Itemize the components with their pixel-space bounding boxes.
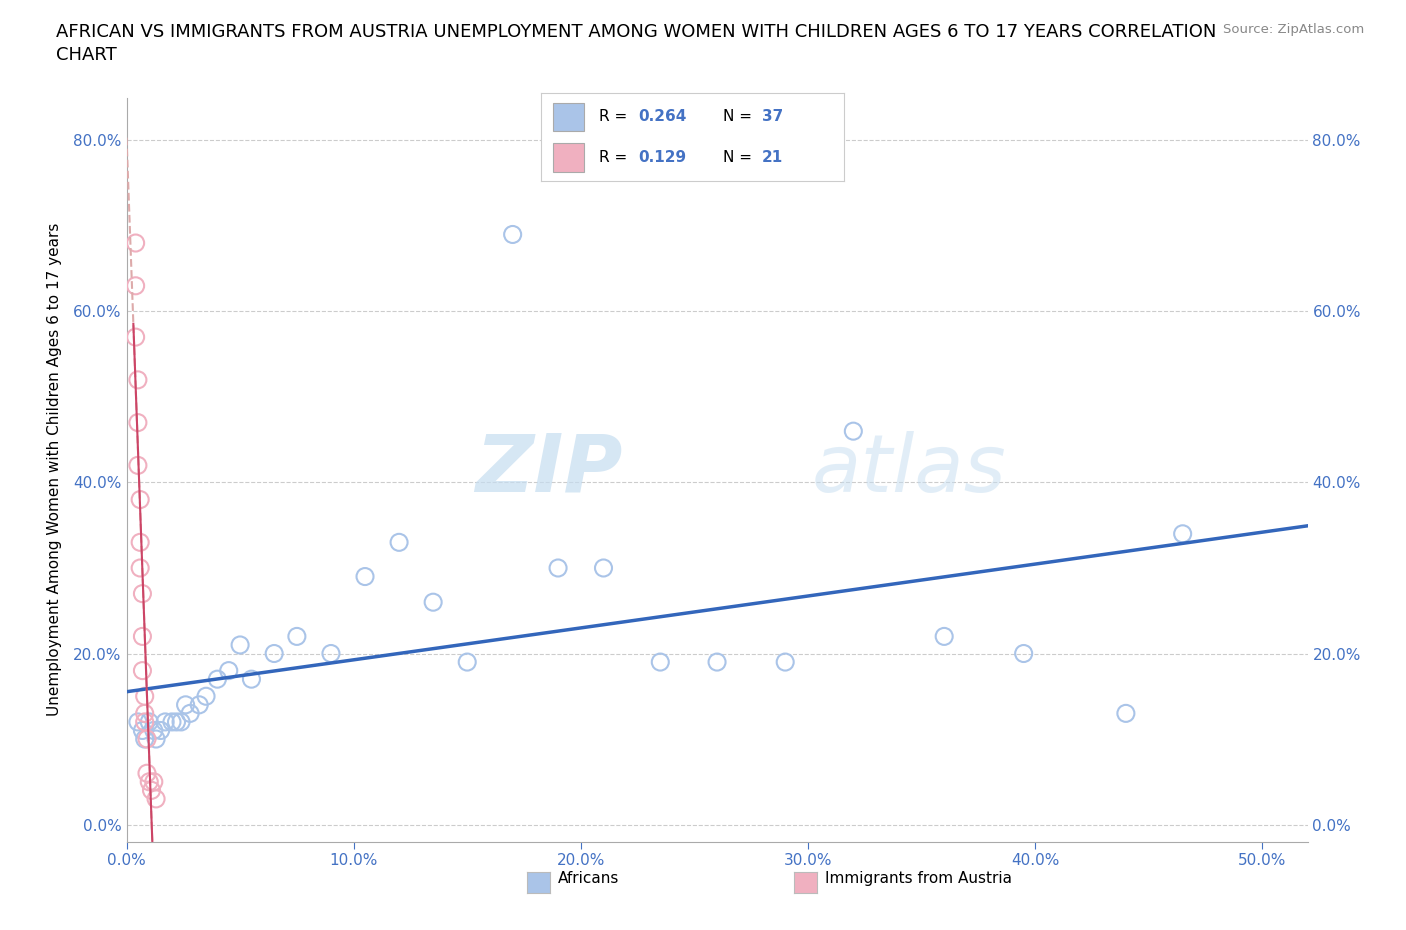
Point bbox=[179, 706, 201, 721]
Point bbox=[207, 671, 229, 686]
Point bbox=[388, 535, 411, 550]
Point bbox=[706, 655, 728, 670]
Point bbox=[131, 629, 153, 644]
Point bbox=[934, 629, 956, 644]
Point bbox=[131, 663, 153, 678]
Point bbox=[124, 235, 146, 250]
Text: R =: R = bbox=[599, 110, 631, 125]
Point bbox=[138, 714, 160, 729]
Point bbox=[145, 791, 167, 806]
Point bbox=[134, 706, 156, 721]
Point bbox=[127, 415, 149, 430]
Point bbox=[129, 492, 152, 507]
Point bbox=[319, 646, 342, 661]
Point bbox=[142, 775, 165, 790]
Text: atlas: atlas bbox=[811, 431, 1007, 509]
Point bbox=[354, 569, 377, 584]
Text: 37: 37 bbox=[762, 110, 783, 125]
Point bbox=[160, 714, 183, 729]
Point bbox=[138, 775, 160, 790]
Text: Immigrants from Austria: Immigrants from Austria bbox=[825, 870, 1012, 885]
Point bbox=[592, 561, 614, 576]
Point bbox=[547, 561, 569, 576]
Text: 0.129: 0.129 bbox=[638, 150, 686, 165]
Point bbox=[134, 732, 156, 747]
Point bbox=[456, 655, 478, 670]
Point bbox=[127, 372, 149, 387]
Point bbox=[129, 535, 152, 550]
Point bbox=[136, 765, 159, 780]
FancyBboxPatch shape bbox=[554, 102, 583, 131]
FancyBboxPatch shape bbox=[554, 143, 583, 172]
Point bbox=[131, 586, 153, 601]
Text: AFRICAN VS IMMIGRANTS FROM AUSTRIA UNEMPLOYMENT AMONG WOMEN WITH CHILDREN AGES 6: AFRICAN VS IMMIGRANTS FROM AUSTRIA UNEMP… bbox=[56, 23, 1216, 41]
Point bbox=[1171, 526, 1194, 541]
Point bbox=[136, 732, 159, 747]
Point bbox=[170, 714, 193, 729]
Point bbox=[422, 595, 444, 610]
Text: N =: N = bbox=[723, 150, 756, 165]
Point bbox=[127, 714, 149, 729]
Point bbox=[142, 723, 165, 737]
Text: CHART: CHART bbox=[56, 46, 117, 64]
Text: Source: ZipAtlas.com: Source: ZipAtlas.com bbox=[1223, 23, 1364, 36]
Point bbox=[174, 698, 197, 712]
Point bbox=[131, 723, 153, 737]
Text: 0.264: 0.264 bbox=[638, 110, 686, 125]
Point bbox=[229, 638, 252, 653]
Point bbox=[285, 629, 308, 644]
Point bbox=[166, 714, 188, 729]
Point bbox=[134, 689, 156, 704]
Point bbox=[195, 689, 218, 704]
Point bbox=[842, 424, 865, 439]
Point bbox=[1115, 706, 1137, 721]
Point bbox=[145, 732, 167, 747]
Point bbox=[650, 655, 672, 670]
Text: R =: R = bbox=[599, 150, 637, 165]
Point bbox=[153, 714, 176, 729]
Point bbox=[240, 671, 263, 686]
Text: N =: N = bbox=[723, 110, 756, 125]
Point bbox=[134, 714, 156, 729]
Text: Africans: Africans bbox=[558, 870, 620, 885]
Y-axis label: Unemployment Among Women with Children Ages 6 to 17 years: Unemployment Among Women with Children A… bbox=[46, 223, 62, 716]
Point bbox=[1012, 646, 1035, 661]
Point bbox=[263, 646, 285, 661]
Point bbox=[149, 723, 172, 737]
Point bbox=[188, 698, 211, 712]
Point bbox=[502, 227, 524, 242]
Point bbox=[141, 783, 163, 798]
Point bbox=[773, 655, 796, 670]
Point bbox=[124, 329, 146, 344]
Text: 21: 21 bbox=[762, 150, 783, 165]
Point bbox=[218, 663, 240, 678]
Point bbox=[129, 561, 152, 576]
Point bbox=[127, 458, 149, 472]
Point bbox=[124, 278, 146, 293]
Text: ZIP: ZIP bbox=[475, 431, 623, 509]
